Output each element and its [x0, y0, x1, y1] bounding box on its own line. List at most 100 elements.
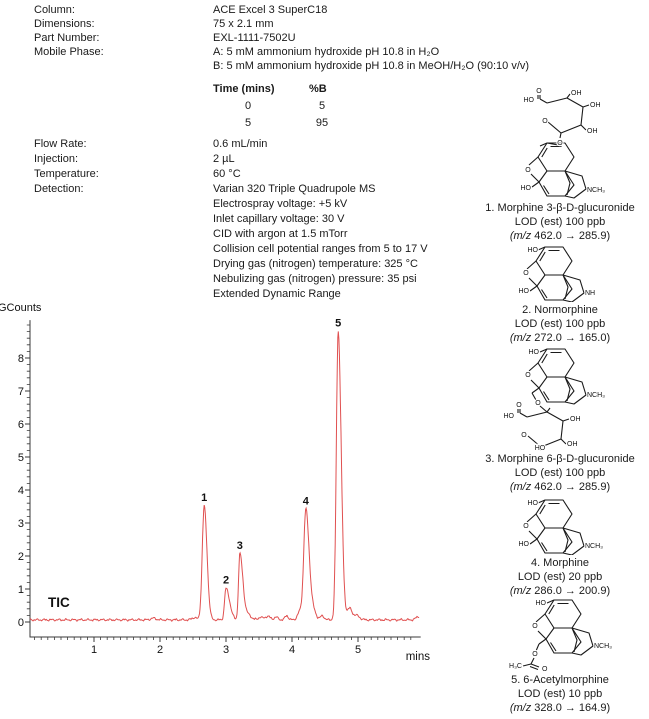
- detection-detail-3: CID with argon at 1.5 mTorr: [213, 228, 348, 240]
- svg-text:4: 4: [303, 495, 310, 507]
- mz-values: 272.0 → 165.0): [534, 332, 611, 344]
- atom-label: NCH₃: [587, 392, 605, 399]
- atom-label: O: [523, 523, 529, 530]
- param-value-temperature: 60 °C: [213, 168, 241, 180]
- compound-name: 2. Normorphine: [522, 304, 598, 316]
- atom-label: HO: [528, 500, 539, 507]
- mz-label: (m/z: [509, 585, 535, 597]
- peak-labels: 1 2 3 4 5: [201, 317, 341, 586]
- detection-detail-5: Drying gas (nitrogen) temperature: 325 °…: [213, 258, 418, 270]
- gradient-cell-b-2: 95: [315, 117, 329, 129]
- atom-label: O: [536, 88, 542, 95]
- detection-detail-1: Electrospray voltage: +5 kV: [213, 198, 348, 210]
- compound-block-5: HO O NCH₃ O H₃C O 5. 6-Acetylmorphine LO…: [473, 596, 647, 715]
- tic-trace: [29, 331, 420, 622]
- atom-label: HO: [534, 445, 545, 451]
- param-value-dimensions: 75 x 2.1 mm: [213, 18, 274, 30]
- structure-morphine-icon: HO O NCH₃ HO: [517, 499, 604, 555]
- atom-label: O: [542, 118, 548, 125]
- atom-label: O: [535, 400, 541, 407]
- param-label-mobile-phase: Mobile Phase:: [34, 46, 104, 58]
- svg-text:5: 5: [355, 644, 361, 656]
- svg-text:0: 0: [18, 617, 24, 629]
- atom-label: OH: [590, 102, 601, 109]
- svg-text:1: 1: [201, 492, 207, 504]
- compound-lod: LOD (est) 20 ppb: [517, 571, 603, 583]
- gradient-cell-time-1: 0: [244, 100, 252, 112]
- atom-label: O: [516, 402, 522, 409]
- mz-label: (m/z: [509, 481, 535, 493]
- atom-label: O: [532, 623, 538, 630]
- mz-label: (m/z: [509, 332, 535, 344]
- detection-detail-6: Nebulizing gas (nitrogen) pressure: 35 p…: [213, 273, 417, 285]
- atom-label: HO: [519, 288, 530, 295]
- param-label-flow-rate: Flow Rate:: [34, 138, 87, 150]
- atom-label: HO: [503, 413, 514, 420]
- svg-text:5: 5: [335, 317, 341, 329]
- compound-mz: (m/z 328.0 → 164.9): [473, 701, 647, 715]
- structure-6-acetylmorphine-icon: HO O NCH₃ O H₃C O: [508, 599, 614, 672]
- atom-label: HO: [536, 600, 547, 607]
- atom-label: OH: [567, 441, 578, 448]
- svg-text:4: 4: [18, 485, 24, 497]
- mz-label: (m/z: [509, 230, 535, 242]
- compound-name: 3. Morphine 6-β-D-glucuronide: [485, 453, 635, 465]
- atom-label: O: [525, 167, 531, 174]
- atom-label: OH: [570, 416, 581, 423]
- detection-detail-2: Inlet capillary voltage: 30 V: [213, 213, 345, 225]
- svg-text:1: 1: [91, 644, 97, 656]
- svg-text:8: 8: [18, 353, 24, 365]
- atom-label: O: [532, 651, 538, 658]
- param-label-part-number: Part Number:: [34, 32, 100, 44]
- structure-morphine-6-glucuronide-icon: HO O NCH₃ O O HO O OH OH HO: [503, 348, 606, 451]
- chart-tick-labels: 0 1 2 3 4 5 6 7 8 1 2 3 4 5: [18, 353, 361, 656]
- gradient-cell-b-1: 5: [318, 100, 326, 112]
- param-value-column: ACE Excel 3 SuperC18: [213, 4, 328, 16]
- svg-text:7: 7: [18, 386, 24, 398]
- atom-label: O: [521, 432, 527, 439]
- param-value-part-number: EXL-1111-7502U: [213, 32, 296, 44]
- mz-values: 286.0 → 200.9): [534, 585, 611, 597]
- compound-lod: LOD (est) 10 ppb: [517, 688, 603, 700]
- svg-text:5: 5: [18, 452, 24, 464]
- mz-values: 462.0 → 285.9): [534, 481, 611, 493]
- atom-label: HO: [523, 97, 534, 104]
- gradient-cell-time-2: 5: [244, 117, 252, 129]
- param-value-detection: Varian 320 Triple Quadrupole MS: [213, 183, 376, 195]
- compound-name: 1. Morphine 3-β-D-glucuronide: [485, 202, 635, 214]
- x-axis-label: mins: [406, 651, 431, 663]
- atom-label: NH: [585, 290, 595, 297]
- structure-normorphine-icon: HO O NH HO: [517, 246, 596, 302]
- atom-label: O: [523, 270, 529, 277]
- compound-name: 4. Morphine: [530, 557, 590, 569]
- compound-block-4: HO O NCH₃ HO 4. Morphine LOD (est) 20 pp…: [473, 495, 647, 598]
- param-label-detection: Detection:: [34, 183, 84, 195]
- param-value-mobile-phase-a: A: 5 mM ammonium hydroxide pH 10.8 in H₂…: [213, 46, 440, 58]
- atom-label: H₃C: [509, 663, 522, 670]
- svg-text:3: 3: [237, 540, 243, 552]
- atom-label: OH: [587, 128, 598, 135]
- compound-block-2: HO O NH HO 2. Normorphine LOD (est) 100 …: [473, 242, 647, 345]
- gradient-header-percent-b: %B: [309, 83, 327, 95]
- atom-label: OH: [571, 90, 582, 97]
- atom-label: O: [557, 140, 563, 147]
- atom-label: NCH₃: [585, 543, 603, 550]
- y-axis-label: GCounts: [0, 302, 42, 314]
- compound-mz: (m/z 272.0 → 165.0): [473, 331, 647, 345]
- atom-label: HO: [528, 247, 539, 254]
- mz-label: (m/z: [509, 702, 535, 714]
- mz-values: 328.0 → 164.9): [534, 702, 611, 714]
- atom-label: O: [525, 372, 531, 379]
- param-label-column: Column:: [34, 4, 75, 16]
- svg-text:4: 4: [289, 644, 295, 656]
- svg-text:1: 1: [18, 584, 24, 596]
- tic-chromatogram: 0 1 2 3 4 5 6 7 8 1 2 3 4 5 GCounts mins 1 2 3 4 5 TIC: [0, 302, 431, 663]
- atom-label: HO: [528, 349, 539, 356]
- atom-label: NCH₃: [587, 187, 605, 194]
- param-label-injection: Injection:: [34, 153, 79, 165]
- gradient-header-time: Time (mins): [213, 83, 275, 95]
- mz-values: 462.0 → 285.9): [534, 230, 611, 242]
- param-value-flow-rate: 0.6 mL/min: [213, 138, 268, 150]
- detection-detail-4: Collision cell potential ranges from 5 t…: [213, 243, 428, 255]
